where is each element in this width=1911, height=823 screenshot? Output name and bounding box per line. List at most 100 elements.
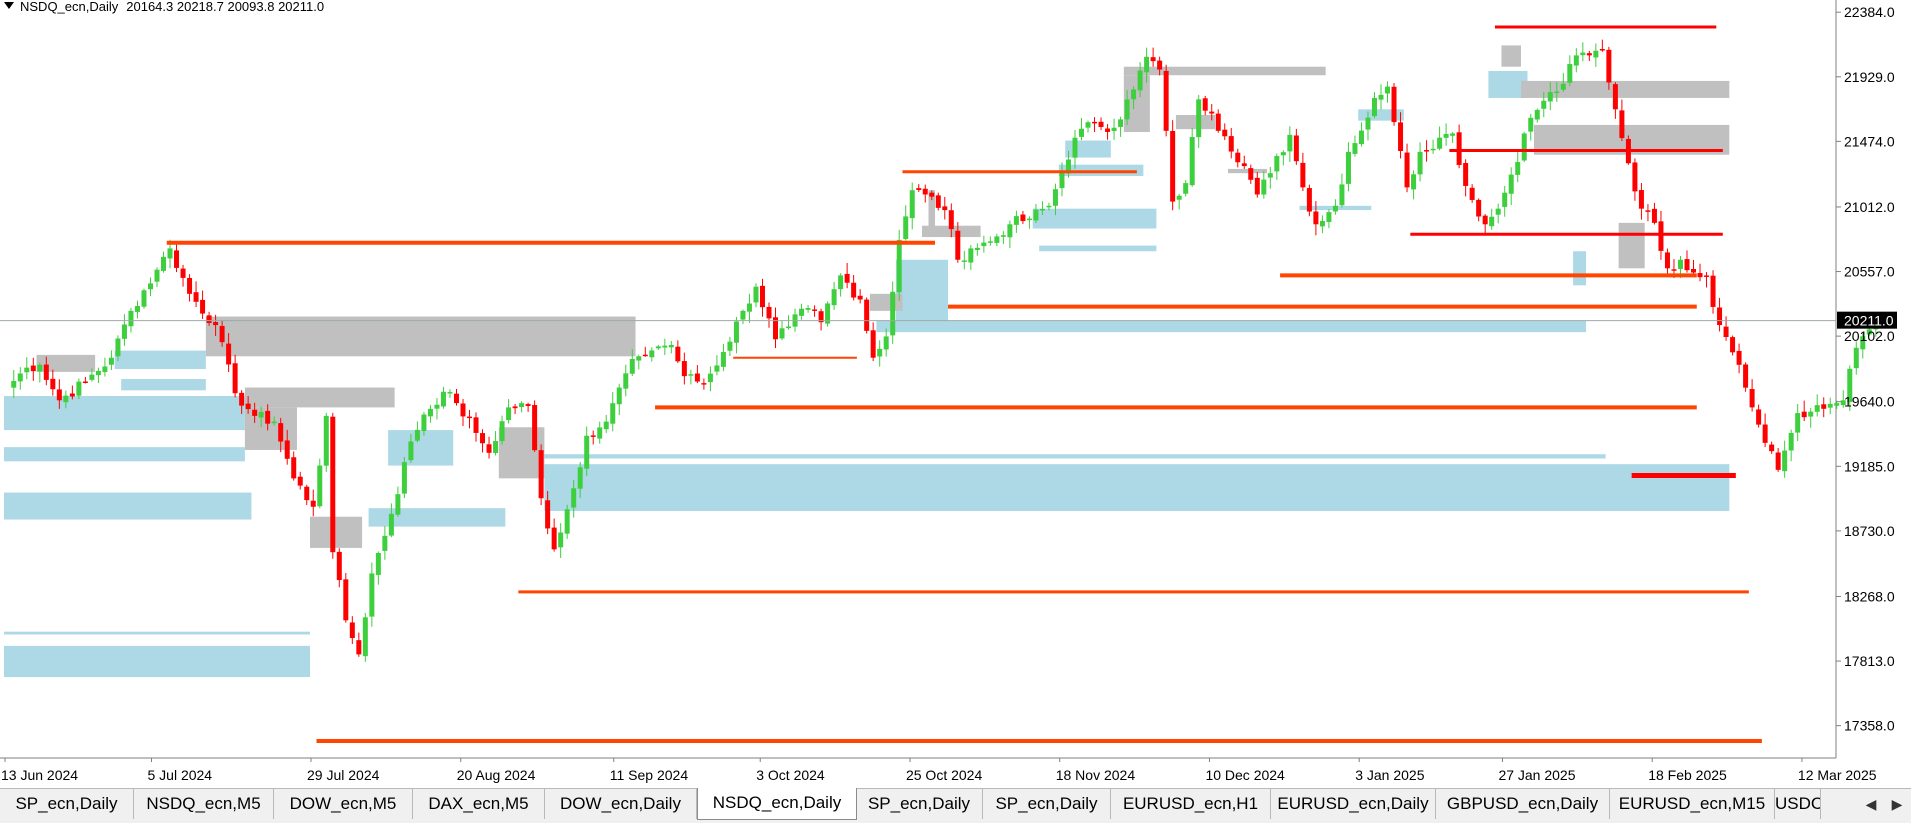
bull-candle — [720, 352, 726, 367]
bull-candle — [746, 303, 752, 312]
current-price-label: 20211.0 — [1844, 313, 1894, 329]
bear-candle — [193, 292, 199, 302]
chart-tab[interactable]: EURUSD_ecn,M15 — [1610, 789, 1775, 819]
bear-candle — [291, 457, 297, 479]
bear-candle — [512, 406, 518, 409]
time-tick-label: 3 Jan 2025 — [1355, 767, 1424, 783]
bear-candle — [30, 365, 36, 372]
bull-candle — [317, 465, 323, 507]
bear-candle — [1254, 177, 1260, 195]
bull-candle — [629, 358, 635, 374]
bull-candle — [1417, 151, 1423, 175]
chart-tab[interactable]: SP_ecn,Daily — [0, 789, 134, 819]
chevron-left-icon[interactable]: ◀ — [1865, 796, 1877, 812]
bull-candle — [558, 532, 564, 548]
bear-candle — [1105, 128, 1111, 132]
bull-candle — [76, 381, 82, 396]
bull-candle — [1677, 259, 1683, 269]
bull-candle — [584, 435, 590, 469]
bear-candle — [818, 311, 824, 323]
bear-candle — [1150, 57, 1156, 62]
demand-zone — [121, 379, 206, 391]
bull-candle — [662, 345, 668, 348]
chart-tab[interactable]: EURUSD_ecn,Daily — [1271, 789, 1436, 819]
bull-candle — [1345, 151, 1351, 184]
bull-candle — [1026, 218, 1032, 221]
bear-candle — [1098, 121, 1104, 127]
bull-candle — [1183, 183, 1189, 194]
bull-candle — [388, 513, 394, 536]
bear-candle — [1157, 60, 1163, 70]
chevron-right-icon[interactable]: ▶ — [1891, 796, 1903, 812]
bull-candle — [1508, 174, 1514, 194]
bull-candle — [427, 408, 433, 417]
chart-tab[interactable]: NSDQ_ecn,M5 — [134, 789, 274, 819]
chart-tab[interactable]: GBPUSD_ecn,Daily — [1436, 789, 1610, 819]
bull-candle — [134, 305, 140, 312]
bear-candle — [232, 363, 238, 394]
bear-candle — [43, 364, 49, 380]
bull-candle — [571, 488, 577, 508]
chart-tab[interactable]: DOW_ecn,M5 — [274, 789, 413, 819]
bull-candle — [740, 310, 746, 320]
time-tick-label: 10 Dec 2024 — [1205, 767, 1285, 783]
bull-candle — [1326, 212, 1332, 223]
bear-candle — [1209, 111, 1215, 114]
bear-candle — [56, 389, 62, 401]
bear-candle — [239, 392, 245, 406]
bear-candle — [174, 250, 180, 268]
bull-candle — [1371, 97, 1377, 117]
bear-candle — [467, 416, 473, 419]
bull-candle — [434, 404, 440, 409]
bull-candle — [258, 411, 264, 418]
bear-candle — [245, 403, 251, 410]
bear-candle — [642, 354, 648, 357]
bull-candle — [1118, 119, 1124, 127]
bull-candle — [1274, 156, 1280, 172]
bull-candle — [161, 256, 167, 271]
bull-candle — [1261, 179, 1267, 195]
bear-candle — [1658, 221, 1664, 251]
bull-candle — [1495, 208, 1501, 215]
bull-candle — [11, 381, 17, 388]
bull-candle — [727, 341, 733, 351]
bull-candle — [24, 367, 30, 373]
bull-candle — [1339, 184, 1345, 206]
bull-candle — [1196, 99, 1202, 138]
bear-candle — [206, 315, 212, 324]
bull-candle — [1287, 134, 1293, 152]
price-chart[interactable]: 22384.0 21929.0 21474.0 21012.0 20557.0 20102… — [0, 0, 1911, 788]
time-tick-label: 12 Mar 2025 — [1798, 767, 1877, 783]
bull-candle — [1788, 432, 1794, 451]
chart-tab[interactable]: DAX_ecn,M5 — [413, 789, 545, 819]
ohlc-values: 20164.3 20218.7 20093.8 20211.0 — [126, 0, 325, 14]
bear-candle — [1671, 269, 1677, 271]
bull-candle — [987, 241, 993, 243]
bear-candle — [1612, 84, 1618, 110]
chart-tab[interactable]: SP_ecn,Daily — [856, 789, 983, 819]
bull-candle — [147, 283, 153, 290]
bull-candle — [1137, 70, 1143, 91]
chart-tab[interactable]: DOW_ecn,Daily — [545, 789, 697, 819]
bull-candle — [1059, 171, 1065, 189]
bear-candle — [219, 326, 225, 343]
bear-candle — [1619, 110, 1625, 139]
bull-candle — [831, 289, 837, 306]
chart-menu-triangle-icon[interactable] — [4, 2, 14, 9]
bear-candle — [694, 373, 700, 382]
chart-tab[interactable]: EURUSD_ecn,H1 — [1111, 789, 1271, 819]
chart-tab[interactable]: SP_ecn,Daily — [983, 789, 1111, 819]
chart-tab-bar: SP_ecn,Daily NSDQ_ecn,M5 DOW_ecn,M5 DAX_ecn… — [0, 788, 1911, 823]
bull-candle — [115, 338, 121, 357]
bull-candle — [564, 509, 570, 534]
bull-candle — [1052, 189, 1058, 206]
time-tick-label: 27 Jan 2025 — [1498, 767, 1575, 783]
bear-candle — [1222, 129, 1228, 137]
bull-candle — [1079, 128, 1085, 137]
chart-tab[interactable]: USDC — [1775, 789, 1821, 819]
bull-candle — [1189, 137, 1195, 186]
bull-candle — [1580, 52, 1586, 56]
chart-tab-active[interactable]: NSDQ_ecn,Daily — [697, 788, 857, 820]
demand-zone — [4, 631, 310, 635]
time-tick-label: 25 Oct 2024 — [906, 767, 982, 783]
